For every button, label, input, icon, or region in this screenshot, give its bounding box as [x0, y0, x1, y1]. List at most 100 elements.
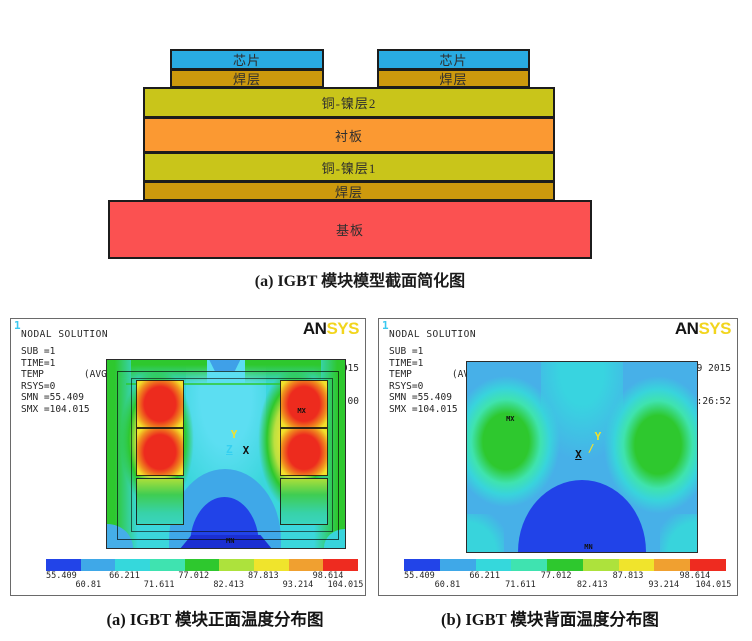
colorbar-segment: [547, 559, 583, 571]
colorbar-segment: [582, 559, 619, 571]
colorbar-tick-label: 104.015: [695, 580, 732, 590]
chip-outline-hot: [135, 379, 185, 428]
max-temp-marker: MX: [297, 407, 306, 415]
colorbar-tick-label: 98.614: [679, 571, 711, 581]
triad-x-axis: X: [575, 447, 582, 461]
chip-outline-hot: [279, 427, 329, 476]
info-line: SMN =55.409: [389, 392, 452, 403]
ansys-logo: ANSYS: [675, 319, 732, 339]
colorbar-tick-labels: 55.409 66.211 77.012 87.813 98.614 60.81…: [46, 571, 363, 591]
layer-label: 铜-镍层1: [321, 160, 377, 176]
info-line: SUB =1: [21, 346, 56, 357]
triad-z-axis: /: [587, 441, 595, 455]
thermal-contour-plot-front: Y Z X MX MN: [106, 359, 346, 549]
colorbar-tick-label: 71.611: [505, 580, 536, 590]
panel-back-caption: (b) IGBT 模块背面温度分布图: [441, 610, 659, 629]
info-line: TEMP (AVG): [21, 369, 113, 380]
ansys-logo: ANSYS: [302, 319, 360, 339]
min-temp-marker: MN: [226, 536, 235, 545]
colorbar-segment: [404, 559, 440, 571]
diagram-caption: (a) IGBT 模块模型截面简化图: [254, 273, 466, 290]
ansys-logo-sys: SYS: [698, 319, 731, 338]
colorbar-tick-label: 104.015: [327, 580, 364, 590]
module-outline-inner: [130, 377, 334, 533]
colorbar-segment: [219, 559, 255, 571]
colorbar-tick-label: 93.214: [282, 580, 314, 590]
panel-front-caption: (a) IGBT 模块正面温度分布图: [106, 610, 324, 629]
triad-y-axis: Y: [230, 427, 238, 441]
info-line: SUB =1: [389, 346, 424, 357]
module-outline-outer: [116, 371, 340, 541]
layer-base-plate: 基板: [108, 200, 592, 259]
colorbar-tick-label: 77.012: [178, 571, 210, 581]
colorbar-segment: [80, 559, 116, 571]
colorbar-segment: [323, 559, 359, 571]
layer-chip-left: 芯片: [170, 49, 324, 70]
info-line: TIME=1: [21, 357, 56, 369]
colorbar-tick-label: 87.813: [247, 571, 279, 581]
colorbar-segment: [618, 559, 655, 571]
triad-x-axis: X: [242, 443, 250, 457]
layer-solder-right: 焊层: [377, 69, 530, 88]
layer-copper-nickel-2: 铜-镍层2: [143, 87, 555, 118]
contour-cool-strip: [180, 534, 272, 548]
time-text: 11:26:52: [685, 396, 731, 407]
colorbar-segment: [150, 559, 185, 571]
ansys-panel-back: 1 NODAL SOLUTION SUB =1 TIME=1 TEMP (AVG…: [378, 318, 738, 596]
layer-label: 衬板: [334, 128, 363, 144]
triad-z-axis: Z: [226, 442, 233, 456]
colorbar-tick-label: 77.012: [540, 571, 572, 581]
colorbar-segment: [475, 559, 512, 571]
colorbar-tick-labels: 55.409 66.211 77.012 87.813 98.614 60.81…: [404, 571, 731, 591]
colorbar-segment: [288, 559, 324, 571]
colorbar-segment: [115, 559, 151, 571]
layer-solder-left: 焊层: [170, 69, 324, 88]
info-line: TIME=1: [389, 357, 424, 369]
window-number: 1: [14, 319, 21, 332]
ansys-panel-front: 1 NODAL SOLUTION SUB =1 TIME=1 TEMP (AVG…: [10, 318, 366, 596]
triad-y-axis: Y: [594, 430, 602, 444]
colorbar-segment: [254, 559, 289, 571]
colorbar-tick-label: 93.214: [648, 580, 680, 590]
layer-chip-right: 芯片: [377, 49, 530, 70]
colorbar-tick-label: 66.211: [109, 571, 140, 581]
colorbar-segment: [511, 559, 548, 571]
layer-copper-nickel-1: 铜-镍层1: [143, 152, 555, 182]
layer-label: 芯片: [232, 53, 261, 68]
colorbar-tick-label: 87.813: [612, 571, 644, 581]
ansys-logo-an: AN: [302, 319, 327, 338]
info-line: SMN =55.409: [21, 392, 84, 403]
min-temp-marker: MN: [584, 542, 593, 551]
window-number: 1: [382, 319, 389, 332]
colorbar-tick-label: 55.409: [46, 571, 77, 581]
info-line: RSYS=0: [389, 380, 424, 392]
thermal-contour-plot-back: X / Y MX MN: [466, 361, 698, 553]
contour-top-blue-notch: [209, 360, 241, 372]
colorbar-segment: [439, 559, 476, 571]
layer-label: 焊层: [334, 184, 363, 200]
colorbar-tick-label: 71.611: [143, 580, 175, 590]
max-temp-marker: MX: [506, 415, 515, 424]
layer-substrate: 衬板: [143, 117, 555, 153]
solution-info-block: SUB =1 TIME=1 TEMP (AVG) RSYS=0 SMN =55.…: [21, 346, 113, 415]
info-line: RSYS=0: [21, 380, 56, 392]
colorbar-tick-label: 60.81: [75, 580, 102, 590]
ansys-logo-sys: SYS: [326, 319, 359, 338]
info-line: SMX =104.015: [389, 403, 458, 415]
colorbar-segment: [654, 559, 691, 571]
layer-label: 焊层: [232, 72, 261, 87]
chip-outline-hot: [135, 427, 185, 476]
colorbar-tick-label: 82.413: [213, 580, 245, 590]
layer-label: 基板: [335, 223, 364, 238]
colorbar-segment: [46, 559, 81, 571]
temperature-colorbar: [404, 559, 727, 571]
contour-green-line: [126, 382, 326, 385]
colorbar-segment: [184, 559, 220, 571]
colorbar-segment: [690, 559, 727, 571]
nodal-solution-title: NODAL SOLUTION: [389, 329, 477, 340]
chip-outline-cool: [279, 478, 329, 526]
layer-solder-lower: 焊层: [143, 181, 555, 201]
layer-label: 芯片: [439, 53, 468, 68]
colorbar-tick-label: 66.211: [469, 571, 501, 581]
